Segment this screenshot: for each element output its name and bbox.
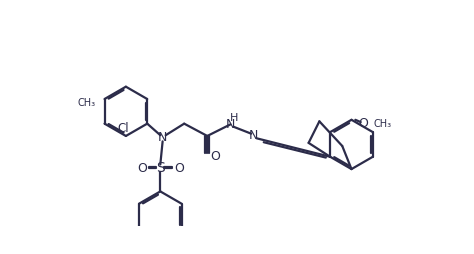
- Text: S: S: [156, 161, 164, 175]
- Text: Cl: Cl: [118, 122, 129, 135]
- Text: O: O: [137, 162, 147, 175]
- Text: CH₃: CH₃: [373, 119, 391, 129]
- Text: O: O: [174, 162, 184, 175]
- Text: CH₃: CH₃: [77, 98, 95, 108]
- Text: N: N: [249, 130, 258, 142]
- Text: N: N: [226, 118, 235, 131]
- Text: O: O: [210, 150, 220, 163]
- Text: O: O: [358, 117, 368, 130]
- Text: N: N: [158, 131, 167, 144]
- Text: H: H: [230, 113, 238, 123]
